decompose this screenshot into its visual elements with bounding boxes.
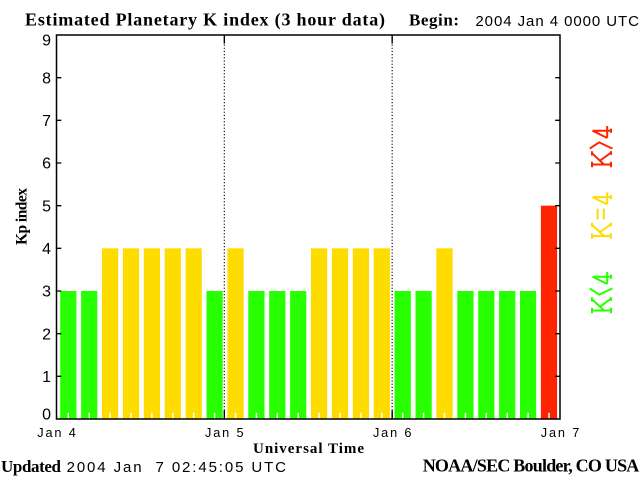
svg-text:2: 2 [42,326,51,343]
svg-text:3: 3 [42,284,51,301]
svg-text:Jan 4: Jan 4 [37,426,76,440]
svg-text:0: 0 [42,407,51,424]
svg-text:5: 5 [42,198,51,215]
svg-text:2004 Jan 7 02:45:05 UTC: 2004 Jan 7 02:45:05 UTC [67,459,287,476]
svg-text:Estimated Planetary K index (3: Estimated Planetary K index (3 hour data… [25,9,385,30]
svg-text:Jan 5: Jan 5 [205,426,244,440]
svg-text:Universal Time: Universal Time [253,441,364,457]
svg-text:9: 9 [42,32,51,49]
svg-text:Kp index: Kp index [14,188,31,245]
svg-text:Jan 6: Jan 6 [373,426,412,440]
svg-text:1: 1 [42,369,51,386]
svg-text:Jan 7: Jan 7 [541,426,580,440]
svg-text:2004 Jan 4 0000 UTC: 2004 Jan 4 0000 UTC [475,13,639,30]
svg-text:8: 8 [42,70,51,87]
svg-text:Updated: Updated [1,457,62,476]
svg-text:6: 6 [42,156,51,173]
svg-text:Begin:: Begin: [409,11,459,30]
svg-text:7: 7 [42,113,51,130]
svg-text:NOAA/SEC Boulder, CO USA: NOAA/SEC Boulder, CO USA [423,456,640,476]
svg-text:4: 4 [42,241,51,258]
